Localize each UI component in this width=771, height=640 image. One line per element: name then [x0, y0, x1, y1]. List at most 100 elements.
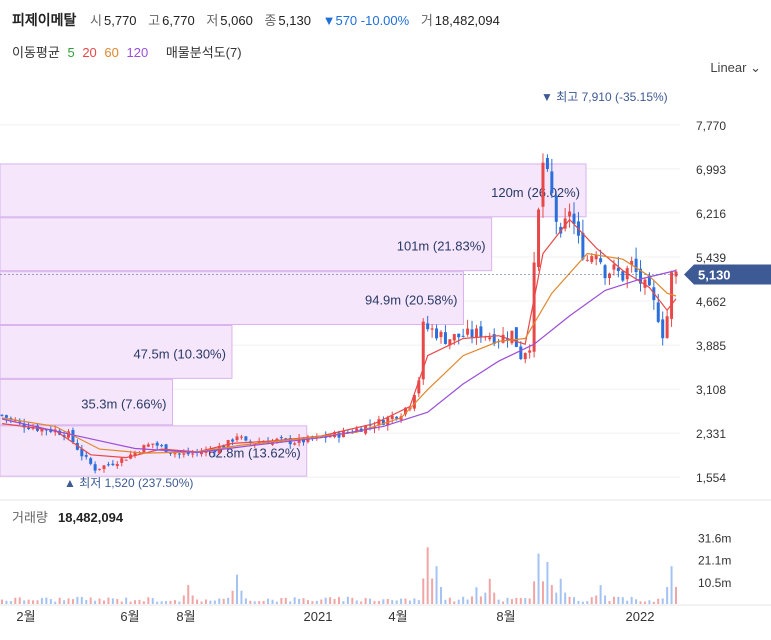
candle-body — [173, 453, 177, 455]
change-percent: -10.00% — [360, 13, 410, 28]
volume-bar — [360, 601, 363, 604]
candle-body — [443, 332, 447, 344]
low-value: 5,060 — [220, 13, 253, 28]
volume-bar — [191, 595, 194, 604]
volume-bar — [550, 585, 553, 604]
volume-bar — [14, 597, 17, 604]
candle-body — [665, 316, 669, 338]
volume-bar — [23, 600, 26, 604]
candle-body — [102, 465, 106, 469]
volume-bar — [142, 601, 145, 604]
volume-bar — [502, 601, 505, 604]
volume-bar — [426, 547, 429, 604]
candle-body — [568, 211, 572, 217]
volume-bar — [599, 585, 602, 604]
volume-bar — [156, 601, 159, 604]
volume-bar — [670, 566, 673, 604]
volume-bar — [568, 596, 571, 604]
candle-body — [186, 451, 190, 455]
candle-body — [630, 261, 634, 265]
candle-body — [355, 428, 359, 433]
candle-body — [381, 420, 385, 425]
candle-body — [647, 275, 651, 286]
candle-body — [545, 157, 549, 170]
volume-bar — [581, 601, 584, 604]
candle-body — [590, 256, 594, 263]
chevron-down-icon: ⌄ — [750, 60, 761, 75]
candle-body — [448, 339, 452, 346]
volume-bar — [71, 599, 74, 604]
volume-bar — [338, 597, 340, 604]
volume-bar — [453, 601, 456, 604]
candle-body — [412, 395, 416, 409]
volume-bar — [555, 592, 558, 604]
volume-bar — [204, 599, 207, 604]
volume-bar — [120, 601, 123, 604]
candle-body — [528, 350, 532, 353]
ma-period-120[interactable]: 120 — [126, 45, 149, 60]
volume-bar — [284, 597, 287, 604]
scale-mode-label: Linear — [710, 60, 747, 75]
open-value: 5,770 — [104, 13, 137, 28]
open-label: 시 — [90, 13, 102, 28]
volume-bar — [471, 596, 474, 604]
moving-average-legend: 이동평균 5 20 60 120 매물분석도(7) — [12, 42, 246, 61]
candle-body — [169, 452, 172, 454]
volume-profile-label: 35.3m (7.66%) — [81, 397, 166, 412]
candle-body — [643, 279, 647, 288]
time-tick-label: 8월 — [496, 609, 515, 624]
volume-bar — [18, 597, 21, 604]
candle-body — [474, 328, 478, 338]
volume-bar — [573, 597, 576, 604]
volume-bar — [182, 595, 185, 604]
volume-bar — [85, 600, 88, 604]
candle-body — [656, 302, 660, 322]
candle-body — [461, 335, 465, 337]
candle-body — [594, 254, 598, 260]
scale-mode-dropdown[interactable]: Linear ⌄ — [710, 60, 761, 76]
volume-bar — [431, 578, 434, 604]
volume-bar — [147, 597, 150, 604]
quote-header: 피제이메탈 시 5,770 고 6,770 저 5,060 종 5,130 ▼570 -… — [12, 10, 500, 30]
candle-body — [585, 259, 589, 261]
candle-body — [674, 271, 678, 277]
volume-profile-bar — [0, 325, 233, 379]
candle-body — [390, 415, 394, 420]
volume-bar — [408, 600, 411, 604]
candle-body — [98, 468, 102, 470]
volume-panel-label: 거래량 — [12, 510, 48, 525]
volume-bar — [213, 600, 216, 604]
volume-bar — [488, 578, 491, 604]
volume-bar — [497, 599, 500, 604]
ma-period-5[interactable]: 5 — [67, 45, 75, 60]
volume-bar — [49, 599, 52, 604]
candle-body — [89, 458, 93, 464]
ma-period-20[interactable]: 20 — [82, 45, 97, 60]
volume-panel-value: 18,482,094 — [58, 510, 124, 525]
volume-bar — [351, 597, 354, 604]
volume-bar — [289, 601, 292, 604]
candle-body — [501, 334, 505, 343]
volume-bar — [355, 600, 358, 604]
volume-profile-label: 62.8m (13.62%) — [208, 446, 301, 461]
volume-bar — [315, 600, 318, 604]
volume-bar — [466, 599, 469, 604]
volume-profile-bar — [0, 163, 587, 218]
annotations: 5,130 ▼ 최고 7,910 (-35.15%) ▲ 최저 1,520 (237… — [0, 90, 771, 490]
candle-body — [563, 218, 567, 229]
candle-body — [430, 328, 434, 330]
volume-bar — [621, 597, 624, 604]
volume-bar — [258, 601, 261, 604]
volume-bar — [537, 553, 540, 604]
volume-profile-label: 120m (26.02%) — [491, 185, 580, 200]
candle-body — [31, 427, 35, 429]
volume-bar — [635, 599, 638, 604]
ma-period-60[interactable]: 60 — [104, 45, 119, 60]
candle-body — [40, 428, 44, 432]
volume-bar — [302, 598, 305, 604]
price-tick-label: 7,770 — [696, 119, 726, 133]
close-label: 종 — [264, 13, 277, 28]
volume-bar — [222, 598, 225, 604]
volume-profile-toggle[interactable]: 매물분석도(7) — [165, 45, 242, 60]
